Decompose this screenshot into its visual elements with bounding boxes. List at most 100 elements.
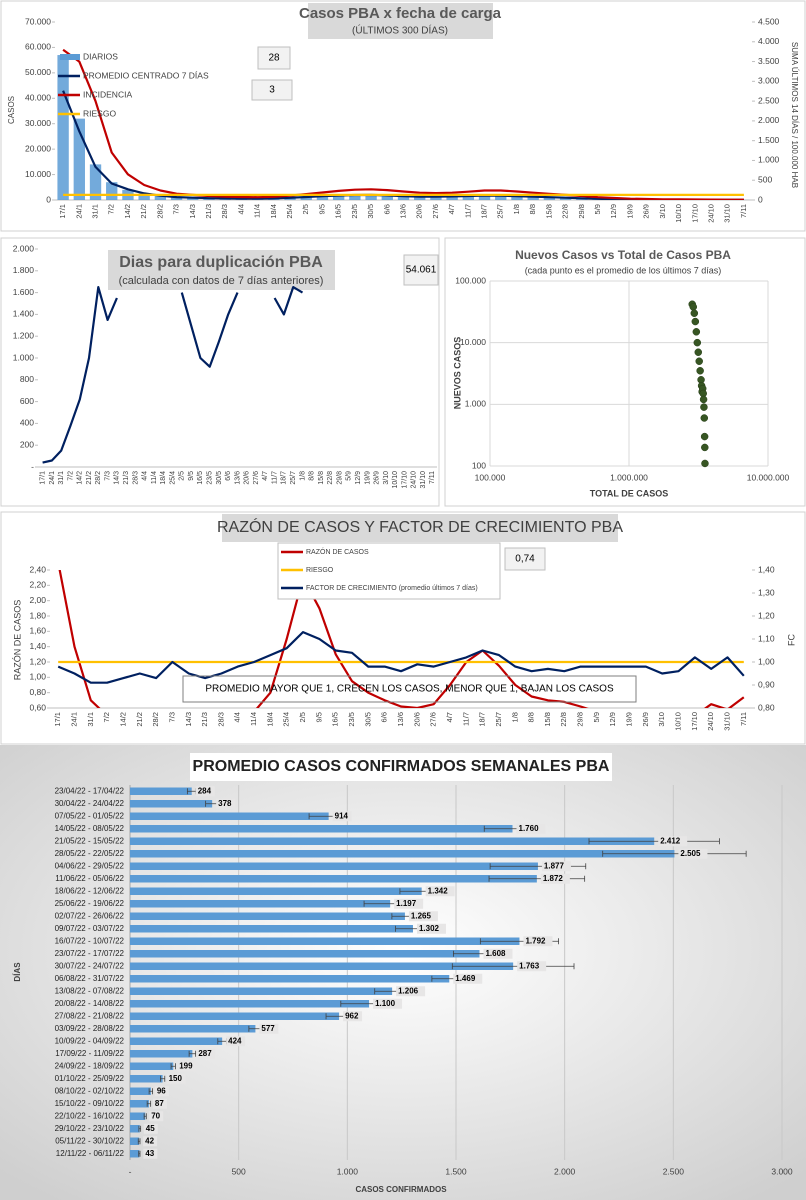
y-tick-label: 02/07/22 - 26/06/22 [55,911,125,920]
value-label: 1.877 [544,861,565,870]
x-tick-label: 28/2 [155,204,164,219]
value-label: 284 [198,786,212,795]
legend-label: INCIDENCIA [83,89,132,99]
y-tick-label: 100.000 [455,275,486,285]
value-label-box [541,861,571,872]
value-label: 1.342 [428,886,449,895]
x-tick-label: 7/3 [167,712,176,722]
x-tick-label: 4/4 [236,204,245,214]
x-tick-label: 13/6 [234,471,241,485]
y-tick-label: 100 [472,460,486,470]
y-tick-label: 30.000 [25,118,51,128]
x-tick-label: 10/10 [674,204,683,223]
value-label-box [143,1148,158,1159]
bar [130,912,405,920]
value-label: 87 [155,1099,164,1108]
value-label: 1.197 [396,899,417,908]
x-tick-label: 25/4 [282,712,291,727]
bar [130,887,422,895]
x-tick-label: 21/3 [200,712,209,727]
x-tick-label: 14/3 [184,712,193,727]
chart-subtitle: (ÚLTIMOS 300 DÍAS) [352,24,448,37]
y-tick-label: 2,00 [29,595,46,605]
value-label-box [149,1111,164,1122]
y-tick-label: 1,40 [29,641,46,651]
bar [316,196,329,200]
x-tick-label: 19/9 [625,204,634,219]
error-bar [143,1113,147,1120]
y-tick-label: 24/09/22 - 18/09/22 [55,1061,125,1070]
value-label-box [523,936,553,947]
value-label-box [177,1061,197,1072]
legend-label: FACTOR DE CRECIMIENTO (promedio últimos … [306,585,478,592]
bar [130,975,450,983]
value-label-box [373,998,403,1009]
x-tick-label: 6/6 [382,204,391,214]
y-tick-label: 25/06/22 - 19/06/22 [55,899,125,908]
error-bar [146,1100,152,1107]
y-tick-label: 50.000 [25,67,51,77]
bar [130,900,391,908]
y2-tick-label: 2.000 [758,115,780,125]
x-tick-label: 24/1 [74,204,83,219]
value-label: 150 [169,1074,183,1083]
y2-tick-label: 2.500 [758,95,780,105]
y-tick-label: 23/04/22 - 17/04/22 [55,786,125,795]
chart-title: Dias para duplicación PBA [119,254,323,271]
x-tick-label: 14/2 [118,712,127,727]
point [692,328,701,336]
x-tick-label: 25/4 [285,204,294,219]
value-label: 1.763 [519,961,540,970]
x-tick-label: 17/10 [690,712,699,731]
x-tick-label: 100.000 [475,472,506,482]
x-tick-label: 18/7 [478,712,487,727]
y-tick-label: 0,60 [29,702,46,712]
y-axis-label: NUEVOS CASOS [452,337,462,410]
x-tick-label: 26/9 [374,471,381,485]
bar [130,1012,340,1020]
bar [130,987,393,995]
bar [106,182,118,200]
value-label: 1.792 [525,936,546,945]
bar [381,195,393,200]
y2-axis-label: FC [786,634,796,646]
y-tick-label: 11/06/22 - 05/06/22 [55,874,124,883]
error-bar [588,838,720,845]
y-tick-label: 03/09/22 - 28/08/22 [55,1024,125,1033]
chart-title: Casos PBA x fecha de carga [299,5,502,22]
value-label: 1.302 [419,924,440,933]
y2-tick-label: 4.000 [758,36,780,46]
legend-label: RIESGO [306,567,334,574]
value-label: 2.412 [660,836,681,845]
y-tick-label: 13/08/22 - 07/08/22 [55,986,125,995]
value-label-box [226,1036,246,1047]
x-tick-label: 5/9 [346,471,353,481]
x-tick-label: 15/8 [544,204,553,219]
indicator-box [403,254,439,286]
x-tick-label: 16/5 [334,204,343,219]
x-tick-label: 22/8 [327,471,334,485]
x-tick-label: 13/6 [396,712,405,727]
x-tick-label: 21/2 [86,471,93,485]
x-tick-label: 5/9 [592,712,601,722]
value-label: 1.265 [411,911,432,920]
x-tick-label: 31/10 [722,712,731,731]
x-tick-label: 28/3 [216,712,225,727]
point [690,309,699,317]
y-tick-label: 08/10/22 - 02/10/22 [55,1086,125,1095]
bar [130,962,514,970]
x-tick-label: 7/11 [429,471,436,484]
x-tick-label: 2.500 [663,1166,685,1176]
bar [130,1000,370,1008]
x-tick-label: 20/6 [415,204,424,219]
x-tick-label: 6/6 [225,471,232,481]
point [700,403,708,411]
y-tick-label: 1,80 [29,610,46,620]
y-tick-label: 30/04/22 - 24/04/22 [55,799,125,808]
error-bar [148,1088,154,1095]
x-tick-label: 22/8 [561,204,570,219]
x-tick-label: 26/9 [641,712,650,727]
legend-label: RIESGO [83,108,116,118]
y2-tick-label: 1,20 [758,610,775,620]
x-tick-label: 10/10 [392,471,399,489]
